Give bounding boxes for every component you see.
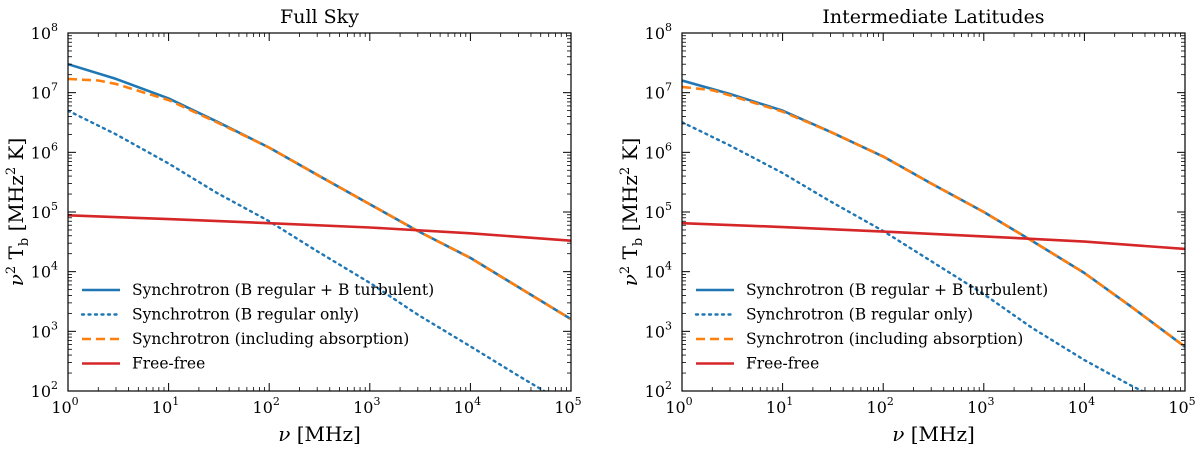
x-tick-label: 104 [1068,395,1095,417]
legend-label-3: Synchrotron (including absorption) [746,330,1023,348]
legend-label-1: Synchrotron (B regular + B turbulent) [132,281,434,299]
x-tick-label: 105 [1168,395,1195,417]
y-tick-label: 102 [645,379,672,401]
legend-label-4: Free-free [132,355,205,373]
y-tick-label: 103 [645,319,672,341]
x-axis-label: ν [MHz] [892,422,975,446]
y-tick-label: 106 [645,140,672,162]
y-tick-label: 103 [31,319,58,341]
series-line-4 [682,221,1185,251]
x-tick-label: 102 [253,395,280,417]
legend-label-3: Synchrotron (including absorption) [132,330,409,348]
y-tick-label: 106 [31,140,58,162]
x-tick-label: 103 [967,395,994,417]
x-tick-label: 102 [867,395,894,417]
x-tick-label: 103 [353,395,380,417]
x-tick-label: 105 [554,395,581,417]
series-line-4 [68,214,571,243]
y-tick-label: 102 [31,379,58,401]
chart-title: Intermediate Latitudes [822,6,1044,28]
series-line-3 [68,77,571,321]
x-tick-label: 101 [152,395,179,417]
legend-label-1: Synchrotron (B regular + B turbulent) [746,281,1048,299]
y-tick-label: 108 [31,21,58,43]
x-tick-label: 100 [51,395,78,417]
legend-label-2: Synchrotron (B regular only) [132,306,359,324]
x-tick-label: 104 [454,395,481,417]
legend-label-2: Synchrotron (B regular only) [746,306,973,324]
chart-panel-1: 100 101 102 103 104 105 102 103 104 105 106 107 108 F… [4,6,582,446]
y-tick-label: 105 [645,200,672,222]
legend-label-4: Free-free [746,355,819,373]
y-tick-label: 107 [645,81,672,103]
x-tick-label: 101 [766,395,793,417]
x-axis-label: ν [MHz] [278,422,361,446]
y-axis-label: ν2 Tb [MHz2 K] [618,138,646,287]
x-tick-label: 100 [665,395,692,417]
chart-title: Full Sky [280,6,359,28]
y-tick-label: 104 [645,260,672,282]
y-axis-label: ν2 Tb [MHz2 K] [4,138,32,287]
y-tick-label: 107 [31,81,58,103]
series-line-2 [682,120,1145,391]
y-tick-label: 108 [645,21,672,43]
chart-panel-2: 100 101 102 103 104 105 102 103 104 105 106 107 108 I… [618,6,1196,446]
y-tick-label: 105 [31,200,58,222]
series-line-2 [68,109,547,391]
series-line-3 [682,85,1185,348]
y-tick-label: 104 [31,260,58,282]
